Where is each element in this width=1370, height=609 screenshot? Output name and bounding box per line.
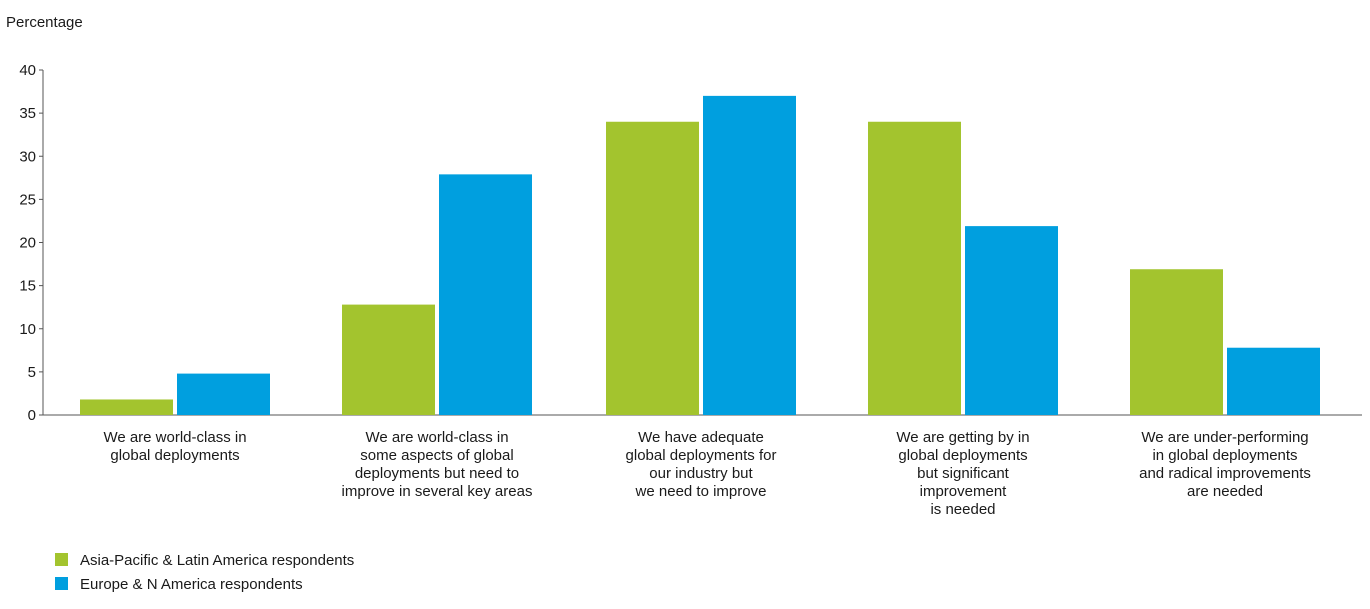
y-tick-label: 35 (19, 105, 36, 122)
y-tick-label: 0 (28, 407, 36, 424)
y-axis-title: Percentage (6, 14, 83, 31)
bar-europe-1 (177, 373, 270, 415)
category-label: We are world-class in some aspects of glo… (342, 429, 533, 500)
legend-swatch (55, 577, 68, 590)
category-labels: We are world-class in global deployments W… (103, 429, 1310, 518)
category-label: We are world-class in global deployments (103, 429, 246, 464)
category-label: We have adequate global deployments for ou… (626, 429, 777, 500)
y-tick-label: 25 (19, 191, 36, 208)
y-tick-label: 5 (28, 364, 36, 381)
y-tick-label: 15 (19, 278, 36, 295)
y-axis: 0 5 10 15 20 25 30 35 40 (19, 62, 44, 424)
y-tick-label: 20 (19, 235, 36, 252)
bar-asia-pacific-4 (868, 121, 961, 415)
y-tick-label: 10 (19, 321, 36, 338)
bar-asia-pacific-5 (1130, 269, 1223, 415)
y-tick-label: 40 (19, 62, 36, 79)
bar-europe-2 (439, 174, 532, 415)
legend: Asia-Pacific & Latin America respondents… (55, 552, 354, 593)
y-tick-label: 30 (19, 148, 36, 165)
bar-europe-5 (1227, 347, 1320, 415)
legend-label: Asia-Pacific & Latin America respondents (80, 552, 354, 569)
bar-asia-pacific-2 (342, 304, 435, 415)
category-label: We are under-performing in global deploym… (1139, 429, 1311, 500)
bar-asia-pacific-3 (606, 121, 699, 415)
bar-europe-3 (703, 95, 796, 415)
legend-swatch (55, 553, 68, 566)
bar-asia-pacific-1 (80, 399, 173, 415)
legend-label: Europe & N America respondents (80, 576, 303, 593)
bar-europe-4 (965, 226, 1058, 415)
category-label: We are getting by in global deployments bu… (896, 429, 1029, 518)
bars (80, 95, 1320, 415)
